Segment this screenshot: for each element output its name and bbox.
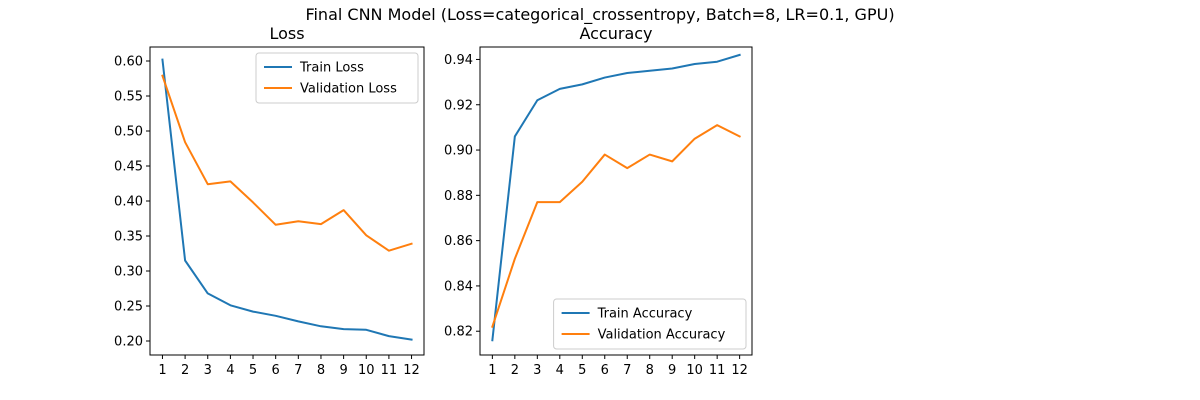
loss-x-tick-label: 9 bbox=[339, 363, 347, 378]
accuracy-y-tick-label: 0.88 bbox=[444, 189, 473, 204]
loss-x-tick-label: 1 bbox=[158, 363, 166, 378]
validation-accuracy-line bbox=[491, 124, 741, 328]
loss-y-tick-label: 0.40 bbox=[114, 195, 143, 210]
loss-x-tick-label: 7 bbox=[294, 363, 302, 378]
figure-suptitle: Final CNN Model (Loss=categorical_crosse… bbox=[305, 5, 894, 25]
validation-loss-line bbox=[161, 74, 413, 252]
train-loss-line bbox=[161, 58, 413, 341]
train-loss-legend-label: Train Loss bbox=[299, 61, 364, 76]
loss-y-tick-label: 0.45 bbox=[114, 160, 143, 175]
loss-y-tick-label: 0.60 bbox=[114, 55, 143, 70]
accuracy-x-tick-label: 5 bbox=[578, 363, 586, 378]
accuracy-y-tick-label: 0.94 bbox=[444, 53, 473, 68]
loss-x-tick-label: 4 bbox=[226, 363, 234, 378]
loss-x-tick-label: 12 bbox=[403, 363, 420, 378]
accuracy-x-tick-label: 3 bbox=[533, 363, 541, 378]
accuracy-x-tick-label: 4 bbox=[556, 363, 564, 378]
accuracy-legend-box bbox=[553, 298, 747, 350]
accuracy-y-tick-label: 0.90 bbox=[444, 144, 473, 159]
accuracy-y-tick-label: 0.92 bbox=[444, 98, 473, 113]
loss-x-tick-label: 5 bbox=[249, 363, 257, 378]
loss-x-tick-label: 3 bbox=[204, 363, 212, 378]
loss-legend-box bbox=[255, 52, 419, 104]
loss-y-tick-label: 0.35 bbox=[114, 230, 143, 245]
loss-y-tick-label: 0.30 bbox=[114, 265, 143, 280]
accuracy-x-tick-label: 2 bbox=[511, 363, 519, 378]
train-accuracy-line bbox=[491, 53, 741, 342]
accuracy-axes-frame bbox=[479, 46, 753, 356]
accuracy-x-tick-label: 7 bbox=[623, 363, 631, 378]
accuracy-title: Accuracy bbox=[579, 24, 652, 43]
accuracy-x-tick-label: 6 bbox=[601, 363, 609, 378]
accuracy-y-tick-label: 0.82 bbox=[444, 325, 473, 340]
loss-x-tick-label: 8 bbox=[317, 363, 325, 378]
loss-y-tick-label: 0.55 bbox=[114, 90, 143, 105]
loss-y-tick-label: 0.50 bbox=[114, 125, 143, 140]
loss-y-tick-label: 0.20 bbox=[114, 335, 143, 350]
validation-loss-legend-label: Validation Loss bbox=[300, 82, 397, 97]
accuracy-y-tick-label: 0.86 bbox=[444, 234, 473, 249]
accuracy-x-tick-label: 9 bbox=[668, 363, 676, 378]
train-accuracy-legend-label: Train Accuracy bbox=[597, 307, 693, 322]
accuracy-legend: Train Accuracy Validation Accuracy bbox=[553, 298, 747, 350]
accuracy-x-tick-label: 1 bbox=[488, 363, 496, 378]
accuracy-x-tick-label: 11 bbox=[709, 363, 726, 378]
loss-legend: Train Loss Validation Loss bbox=[255, 52, 419, 104]
loss-title: Loss bbox=[269, 24, 304, 43]
loss-x-tick-label: 10 bbox=[358, 363, 375, 378]
accuracy-x-tick-label: 10 bbox=[686, 363, 703, 378]
validation-accuracy-legend-label: Validation Accuracy bbox=[598, 328, 726, 343]
accuracy-x-tick-label: 12 bbox=[731, 363, 748, 378]
accuracy-x-tick-label: 8 bbox=[646, 363, 654, 378]
loss-y-tick-label: 0.25 bbox=[114, 300, 143, 315]
loss-x-tick-label: 2 bbox=[181, 363, 189, 378]
accuracy-y-tick-label: 0.84 bbox=[444, 279, 473, 294]
loss-x-tick-label: 6 bbox=[272, 363, 280, 378]
loss-x-tick-label: 11 bbox=[381, 363, 398, 378]
